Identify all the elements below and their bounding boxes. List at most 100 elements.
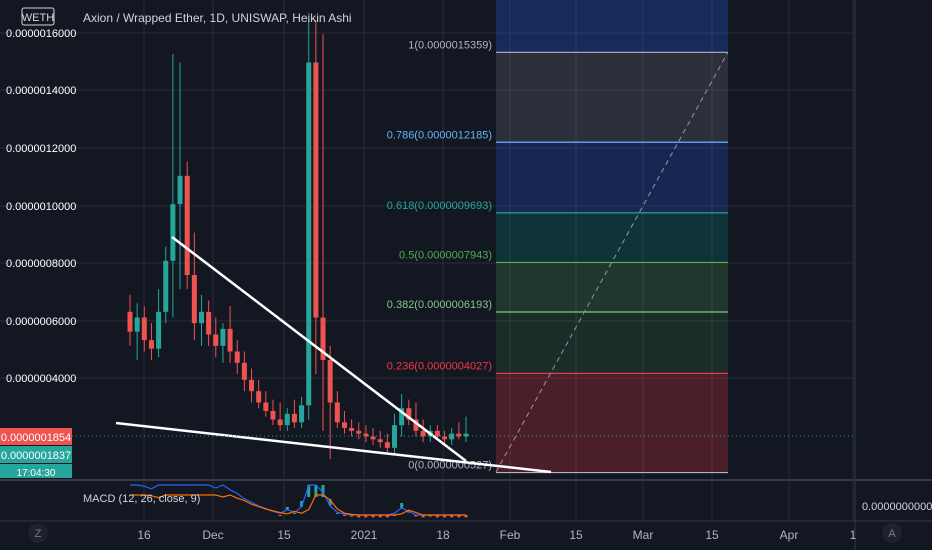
candle-body — [349, 428, 355, 431]
candle-body — [220, 328, 226, 346]
candle-body — [270, 411, 276, 420]
macd-histogram-bar — [335, 513, 339, 514]
countdown-tag — [0, 464, 72, 478]
macd-histogram-bar — [292, 513, 296, 514]
last-price-tag — [0, 428, 72, 445]
lower-trendline[interactable] — [115, 421, 552, 474]
candle-body — [191, 275, 197, 324]
last-price-label: 0.0000001854 — [1, 432, 71, 444]
candle-body — [184, 175, 190, 275]
candle-body — [291, 413, 297, 423]
macd-histogram-bar — [342, 515, 346, 516]
time-tick-label: 15 — [277, 528, 291, 542]
candle-body — [177, 175, 183, 205]
fib-level-label: 0.618(0.0000009693) — [387, 200, 492, 212]
fibonacci-retracement[interactable]: 1(0.0000015359) 0.786(0.0000012185) 0.618(… — [387, 0, 728, 474]
candle-body — [377, 439, 383, 443]
macd-histogram-bar — [428, 515, 432, 517]
second-price-tag — [0, 446, 72, 463]
fib-level-label: 1(0.0000015359) — [408, 39, 492, 51]
signal-line — [130, 494, 466, 516]
candle-body — [213, 334, 219, 346]
macd-histogram-bar — [421, 515, 425, 518]
candle-body — [206, 311, 212, 335]
candle-body — [313, 62, 319, 318]
fib-level-label: 0.236(0.0000004027) — [387, 360, 492, 372]
time-tick-label: 18 — [436, 528, 450, 542]
macd-histogram-bar — [435, 515, 439, 518]
candle-body — [198, 311, 204, 324]
macd-histogram-bar — [378, 515, 382, 518]
macd-histogram-bar — [450, 515, 454, 518]
countdown-label: 17:04:30 — [17, 468, 56, 479]
fib-diagonal[interactable] — [495, 51, 729, 473]
candle-body — [456, 433, 462, 437]
fib-level-label: 0.786(0.0000012185) — [387, 129, 492, 141]
time-tick-label: Apr — [780, 528, 799, 542]
time-tick-label: 15 — [569, 528, 583, 542]
price-tick-label: 0.0000012000 — [6, 143, 76, 155]
macd-histogram-bar — [400, 503, 404, 508]
macd-histogram-bar — [457, 515, 461, 518]
time-tick-label: Feb — [500, 528, 521, 542]
time-tick-label: 2021 — [351, 528, 378, 542]
candle-body — [363, 433, 369, 437]
price-tick-label: 0.0000016000 — [6, 28, 76, 40]
trendlines[interactable] — [115, 51, 729, 474]
fib-band — [496, 212, 728, 263]
candle-body — [442, 436, 448, 440]
macd-histogram-bar — [321, 485, 325, 497]
fib-band — [496, 312, 728, 374]
upper-trendline[interactable] — [171, 236, 467, 462]
fib-band — [496, 262, 728, 313]
candle-body — [420, 430, 426, 437]
candle-body — [463, 433, 469, 437]
zoom-left-button[interactable] — [28, 523, 48, 543]
candle-body — [277, 419, 283, 426]
candle-body — [434, 430, 440, 437]
candle-body — [134, 317, 140, 332]
candle-body — [170, 204, 176, 261]
candle-body — [306, 62, 312, 406]
auto-scale-label: A — [888, 528, 896, 540]
candle-body — [141, 317, 147, 341]
candle-body — [320, 317, 326, 360]
candle-body — [334, 402, 340, 423]
candle-body — [449, 433, 455, 440]
time-tick-label: Mar — [633, 528, 654, 542]
fib-level-label: 0.5(0.0000007943) — [399, 249, 492, 261]
macd-histogram-bar — [328, 499, 332, 506]
time-axis[interactable]: 16 Dec 15 2021 18 Feb 15 Mar 15 Apr 1 — [137, 528, 856, 542]
fib-band — [496, 52, 728, 143]
macd-histogram-bar — [285, 507, 289, 511]
macd-histogram-bar — [443, 515, 447, 518]
price-tick-label: 0.0000006000 — [6, 316, 76, 328]
symbol-badge[interactable] — [21, 7, 55, 26]
candle-body — [148, 340, 154, 349]
candle-body — [163, 260, 169, 312]
candle-body — [256, 391, 262, 403]
time-tick-label: 1 — [850, 528, 857, 542]
candle-body — [327, 360, 333, 403]
macd-histogram-bar — [357, 515, 361, 518]
macd-histogram-bar — [278, 515, 282, 516]
candle-body — [406, 408, 412, 420]
auto-scale-button[interactable] — [882, 523, 902, 543]
macd-histogram-bar — [371, 515, 375, 518]
fib-level-label: 0.382(0.0000006193) — [387, 299, 492, 311]
time-tick-label: Dec — [202, 528, 223, 542]
macd-histogram-bar — [300, 501, 304, 507]
second-price-label: 0.0000001837 — [1, 450, 71, 462]
price-tick-label: 0.0000010000 — [6, 201, 76, 213]
price-axis[interactable]: 0.0000016000 0.0000014000 0.0000012000 0.00… — [6, 28, 76, 385]
macd-value-label: 0.0000000000 — [862, 501, 932, 513]
macd-histogram-bar — [414, 515, 418, 517]
candle-body — [241, 362, 247, 380]
fib-band — [496, 373, 728, 473]
macd-indicator — [130, 484, 468, 518]
candle-body — [356, 430, 362, 434]
candle-body — [370, 436, 376, 440]
macd-histogram-bar — [364, 515, 368, 518]
time-tick-label: 15 — [705, 528, 719, 542]
